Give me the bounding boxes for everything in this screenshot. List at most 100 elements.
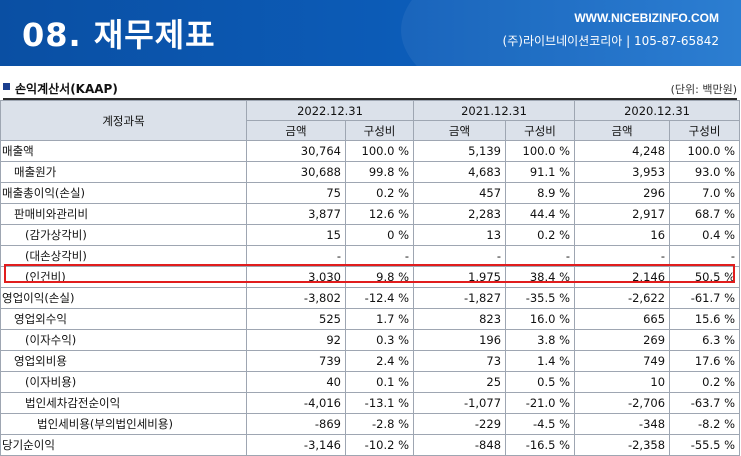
- account-name: 영업외수익: [0, 308, 247, 330]
- account-name: 영업이익(손실): [0, 287, 247, 309]
- ratio-cell: 0 %: [344, 224, 415, 246]
- table-row: 매출액 30,764 100.0 % 5,139 100.0 % 4,248 100.0 %: [0, 140, 741, 162]
- ratio-cell: 0.2 %: [669, 371, 741, 393]
- ratio-cell: 38.4 %: [505, 266, 576, 288]
- ratio-cell: -13.1 %: [344, 392, 415, 414]
- amount-cell: -2,358: [574, 434, 671, 456]
- amount-cell: -4,016: [246, 392, 346, 414]
- company-info: (주)라이브네이션코리아 | 105-87-65842: [502, 34, 719, 48]
- ratio-cell: 1.4 %: [505, 350, 576, 372]
- unit-label: (단위: 백만원): [670, 83, 737, 96]
- ratio-cell: 16.0 %: [505, 308, 576, 330]
- amount-cell: 30,688: [246, 161, 346, 183]
- page-banner: 08. 재무제표 WWW.NICEBIZINFO.COM (주)라이브네이션코리…: [0, 0, 741, 66]
- amount-cell: -1,827: [413, 287, 507, 309]
- period-header: 2022.12.31: [245, 100, 415, 121]
- table-row: 매출총이익(손실) 75 0.2 % 457 8.9 % 296 7.0 %: [0, 182, 741, 204]
- amount-cell: 3,877: [246, 203, 346, 225]
- account-name: 법인세차감전순이익: [0, 392, 247, 414]
- banner-decoration: [401, 0, 741, 66]
- ratio-cell: 2.4 %: [344, 350, 415, 372]
- amount-cell: 525: [246, 308, 346, 330]
- ratio-cell: 17.6 %: [669, 350, 741, 372]
- amount-cell: 5,139: [413, 140, 507, 162]
- section-header: 손익계산서(KAAP) (단위: 백만원): [3, 80, 737, 100]
- amount-cell: 665: [574, 308, 671, 330]
- ratio-cell: -: [505, 245, 576, 267]
- ratio-cell: 15.6 %: [669, 308, 741, 330]
- amount-cell: 739: [246, 350, 346, 372]
- account-name: 법인세비용(부의법인세비용): [0, 413, 247, 435]
- amount-cell: 296: [574, 182, 671, 204]
- ratio-cell: -10.2 %: [344, 434, 415, 456]
- table-row: (대손상각비) - - - - - -: [0, 245, 741, 267]
- account-header: 계정과목: [0, 100, 247, 141]
- amount-cell: 196: [413, 329, 507, 351]
- amount-cell: 269: [574, 329, 671, 351]
- table-row: 당기순이익 -3,146 -10.2 % -848 -16.5 % -2,358 -55.5…: [0, 434, 741, 456]
- table-row: (이자비용) 40 0.1 % 25 0.5 % 10 0.2 %: [0, 371, 741, 393]
- ratio-cell: 7.0 %: [669, 182, 741, 204]
- ratio-cell: 91.1 %: [505, 161, 576, 183]
- ratio-cell: 0.5 %: [505, 371, 576, 393]
- website-link[interactable]: WWW.NICEBIZINFO.COM: [574, 11, 719, 25]
- section-title: 손익계산서(KAAP): [15, 82, 118, 96]
- account-name: 매출총이익(손실): [0, 182, 247, 204]
- amount-header: 금액: [574, 120, 671, 141]
- ratio-cell: -63.7 %: [669, 392, 741, 414]
- amount-cell: 10: [574, 371, 671, 393]
- ratio-cell: -2.8 %: [344, 413, 415, 435]
- period-header: 2020.12.31: [574, 100, 741, 121]
- ratio-cell: -12.4 %: [344, 287, 415, 309]
- account-name: (이자비용): [0, 371, 247, 393]
- table-row: 영업외수익 525 1.7 % 823 16.0 % 665 15.6 %: [0, 308, 741, 330]
- amount-cell: 4,248: [574, 140, 671, 162]
- table-row: 법인세비용(부의법인세비용) -869 -2.8 % -229 -4.5 % -348 -8…: [0, 413, 741, 435]
- table-row: (감가상각비) 15 0 % 13 0.2 % 16 0.4 %: [0, 224, 741, 246]
- amount-cell: 3,030: [246, 266, 346, 288]
- ratio-cell: 0.1 %: [344, 371, 415, 393]
- amount-cell: -1,077: [413, 392, 507, 414]
- account-name: 매출원가: [0, 161, 247, 183]
- amount-cell: -: [574, 245, 671, 267]
- amount-cell: 2,283: [413, 203, 507, 225]
- ratio-cell: 0.3 %: [344, 329, 415, 351]
- ratio-cell: -4.5 %: [505, 413, 576, 435]
- ratio-cell: 0.2 %: [344, 182, 415, 204]
- amount-cell: 2,146: [574, 266, 671, 288]
- table-row: (이자수익) 92 0.3 % 196 3.8 % 269 6.3 %: [0, 329, 741, 351]
- ratio-cell: -55.5 %: [669, 434, 741, 456]
- amount-cell: 13: [413, 224, 507, 246]
- ratio-cell: 99.8 %: [344, 161, 415, 183]
- ratio-cell: -35.5 %: [505, 287, 576, 309]
- amount-cell: -869: [246, 413, 346, 435]
- ratio-cell: 8.9 %: [505, 182, 576, 204]
- amount-cell: -348: [574, 413, 671, 435]
- amount-cell: 823: [413, 308, 507, 330]
- amount-cell: -229: [413, 413, 507, 435]
- account-name: (이자수익): [0, 329, 247, 351]
- ratio-cell: 12.6 %: [344, 203, 415, 225]
- ratio-cell: -61.7 %: [669, 287, 741, 309]
- table-row: 영업이익(손실) -3,802 -12.4 % -1,827 -35.5 % -2,622…: [0, 287, 741, 309]
- amount-cell: 457: [413, 182, 507, 204]
- account-name: (감가상각비): [0, 224, 247, 246]
- amount-cell: 73: [413, 350, 507, 372]
- account-name: (대손상각비): [0, 245, 247, 267]
- amount-cell: 749: [574, 350, 671, 372]
- ratio-cell: 44.4 %: [505, 203, 576, 225]
- account-name: 매출액: [0, 140, 247, 162]
- amount-header: 금액: [246, 120, 346, 141]
- amount-cell: -: [246, 245, 346, 267]
- ratio-cell: 3.8 %: [505, 329, 576, 351]
- account-name: 당기순이익: [0, 434, 247, 456]
- amount-cell: -2,622: [574, 287, 671, 309]
- amount-cell: 3,953: [574, 161, 671, 183]
- table-row: 판매비와관리비 3,877 12.6 % 2,283 44.4 % 2,917 68.7 %: [0, 203, 741, 225]
- table-row: 법인세차감전순이익 -4,016 -13.1 % -1,077 -21.0 % -2,70…: [0, 392, 741, 414]
- amount-cell: 15: [246, 224, 346, 246]
- amount-cell: -3,802: [246, 287, 346, 309]
- amount-cell: 75: [246, 182, 346, 204]
- ratio-cell: 100.0 %: [344, 140, 415, 162]
- ratio-cell: 6.3 %: [669, 329, 741, 351]
